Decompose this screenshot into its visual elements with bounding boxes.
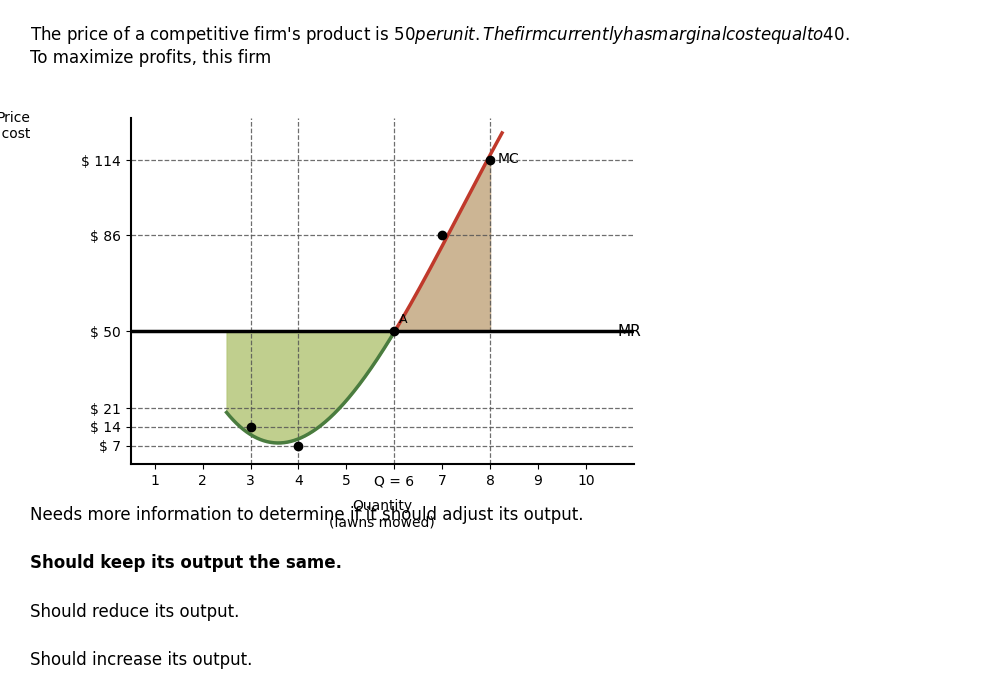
- Text: MR: MR: [617, 324, 641, 339]
- Text: A: A: [398, 313, 407, 326]
- Y-axis label: Price
and cost: Price and cost: [0, 111, 30, 141]
- X-axis label: Quantity
(lawns mowed): Quantity (lawns mowed): [329, 499, 436, 529]
- Text: Should reduce its output.: Should reduce its output.: [30, 603, 239, 621]
- Text: The price of a competitive firm's product is $50 per unit. The firm currently ha: The price of a competitive firm's produc…: [30, 24, 850, 67]
- Text: MC: MC: [497, 152, 519, 166]
- Text: Should keep its output the same.: Should keep its output the same.: [30, 554, 342, 572]
- Text: Should increase its output.: Should increase its output.: [30, 651, 253, 669]
- Text: Needs more information to determine if it should adjust its output.: Needs more information to determine if i…: [30, 506, 583, 524]
